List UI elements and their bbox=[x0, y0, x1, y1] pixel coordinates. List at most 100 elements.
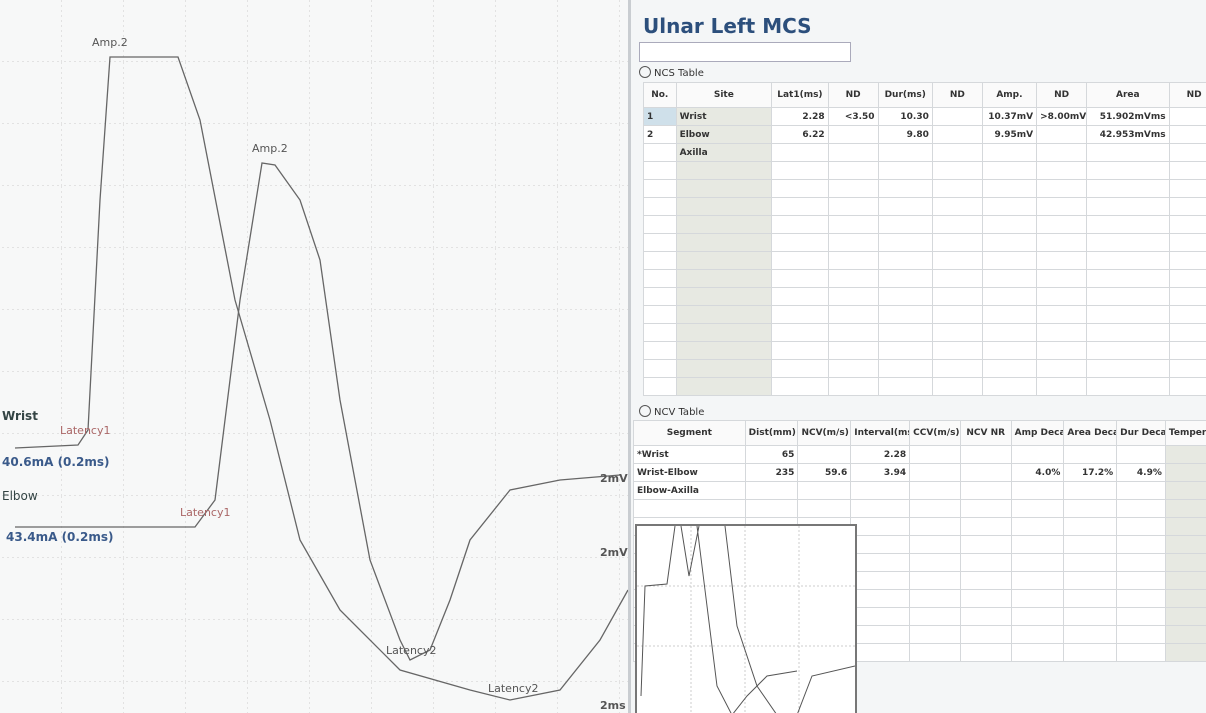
table-cell: 4.9% bbox=[1116, 463, 1166, 482]
table-cell bbox=[1164, 445, 1206, 464]
table-cell bbox=[877, 143, 933, 162]
table-cell bbox=[771, 143, 829, 162]
table-cell: Wrist bbox=[675, 107, 773, 126]
report-panel: Ulnar Left MCS NCS Table No. Site Lat1(ms)… bbox=[628, 0, 1206, 713]
table-cell bbox=[643, 359, 677, 378]
table-cell bbox=[1010, 589, 1065, 608]
table-cell bbox=[1036, 143, 1088, 162]
table-row: Elbow-Axilla bbox=[633, 481, 1206, 500]
table-row bbox=[633, 499, 1206, 518]
table-cell bbox=[877, 179, 933, 198]
table-cell bbox=[1116, 625, 1166, 644]
table-cell bbox=[1116, 481, 1166, 500]
table-cell bbox=[1116, 643, 1166, 662]
table-cell: 2 bbox=[643, 125, 677, 144]
ncs-section[interactable]: NCS Table bbox=[639, 66, 704, 79]
table-cell: 9.80 bbox=[877, 125, 933, 144]
column-header: Dist(mm) bbox=[744, 420, 799, 446]
table-cell bbox=[1063, 589, 1118, 608]
table-cell bbox=[1010, 607, 1065, 626]
table-cell bbox=[827, 359, 879, 378]
table-cell bbox=[877, 269, 933, 288]
table-cell bbox=[1116, 589, 1166, 608]
table-cell bbox=[827, 179, 879, 198]
ncv-section[interactable]: NCV Table bbox=[639, 405, 704, 418]
table-row bbox=[643, 197, 1206, 216]
table-cell bbox=[1010, 445, 1065, 464]
table-cell bbox=[1168, 269, 1206, 288]
table-cell bbox=[981, 287, 1038, 306]
table-cell bbox=[931, 323, 983, 342]
table-cell bbox=[981, 323, 1038, 342]
table-cell bbox=[850, 553, 911, 572]
table-cell bbox=[771, 287, 829, 306]
column-header: NCV(m/s) bbox=[797, 420, 852, 446]
table-cell bbox=[959, 553, 1012, 572]
table-cell bbox=[877, 341, 933, 360]
table-cell bbox=[643, 341, 677, 360]
column-header: Segment bbox=[633, 420, 746, 446]
table-cell bbox=[827, 377, 879, 396]
text-input[interactable] bbox=[639, 42, 851, 62]
table-cell bbox=[959, 589, 1012, 608]
table-cell bbox=[1086, 179, 1170, 198]
table-cell bbox=[827, 269, 879, 288]
table-cell bbox=[850, 589, 911, 608]
table-cell bbox=[1036, 323, 1088, 342]
table-cell bbox=[1168, 359, 1206, 378]
table-cell bbox=[981, 179, 1038, 198]
table-cell: 17.2% bbox=[1063, 463, 1118, 482]
table-cell bbox=[959, 607, 1012, 626]
table-cell bbox=[1063, 517, 1118, 536]
marker-label: Latency2 bbox=[386, 644, 436, 657]
table-cell bbox=[1063, 607, 1118, 626]
table-cell bbox=[981, 197, 1038, 216]
table-cell: Elbow bbox=[675, 125, 773, 144]
table-cell: 10.30 bbox=[877, 107, 933, 126]
table-cell bbox=[1036, 197, 1088, 216]
table-cell bbox=[1164, 517, 1206, 536]
table-cell bbox=[1164, 553, 1206, 572]
table-cell bbox=[1164, 589, 1206, 608]
table-cell bbox=[1116, 517, 1166, 536]
scale-label: 2mV bbox=[600, 546, 628, 559]
table-cell bbox=[675, 179, 773, 198]
table-cell bbox=[909, 535, 961, 554]
table-cell bbox=[1010, 643, 1065, 662]
table-cell bbox=[675, 233, 773, 252]
table-cell bbox=[675, 359, 773, 378]
table-cell: Wrist-Elbow bbox=[633, 463, 746, 482]
stim-label: 40.6mA (0.2ms) bbox=[2, 455, 109, 469]
table-cell bbox=[1168, 233, 1206, 252]
table-cell bbox=[771, 197, 829, 216]
column-header: Lat1(ms) bbox=[771, 82, 829, 108]
marker-label: Latency1 bbox=[180, 506, 230, 519]
table-cell bbox=[1036, 287, 1088, 306]
table-cell bbox=[675, 377, 773, 396]
thumbnail bbox=[635, 524, 857, 713]
scale-label: 2ms bbox=[600, 699, 626, 712]
table-row: 1 Wrist 2.28 <3.50 10.30 10.37mV >8.00mV 51.902… bbox=[643, 107, 1206, 126]
table-cell: 51.902mVms bbox=[1086, 107, 1170, 126]
table-cell bbox=[827, 143, 879, 162]
table-cell bbox=[1168, 341, 1206, 360]
table-cell: Axilla bbox=[675, 143, 773, 162]
table-cell bbox=[797, 481, 852, 500]
table-cell bbox=[981, 341, 1038, 360]
table-cell bbox=[643, 287, 677, 306]
table-cell bbox=[981, 161, 1038, 180]
table-cell: 9.95mV bbox=[981, 125, 1038, 144]
table-cell bbox=[827, 305, 879, 324]
table-cell bbox=[981, 251, 1038, 270]
table-cell bbox=[1036, 251, 1088, 270]
table-cell bbox=[981, 359, 1038, 378]
ncs-table: No.SiteLat1(ms)NDDur(ms)NDAmp.NDAreaNDSt… bbox=[643, 82, 1206, 396]
table-cell bbox=[1168, 323, 1206, 342]
table-cell bbox=[909, 625, 961, 644]
table-cell: 4.0% bbox=[1010, 463, 1065, 482]
table-row bbox=[643, 161, 1206, 180]
table-cell bbox=[959, 517, 1012, 536]
table-cell bbox=[675, 251, 773, 270]
column-header: CCV(m/s) bbox=[909, 420, 961, 446]
